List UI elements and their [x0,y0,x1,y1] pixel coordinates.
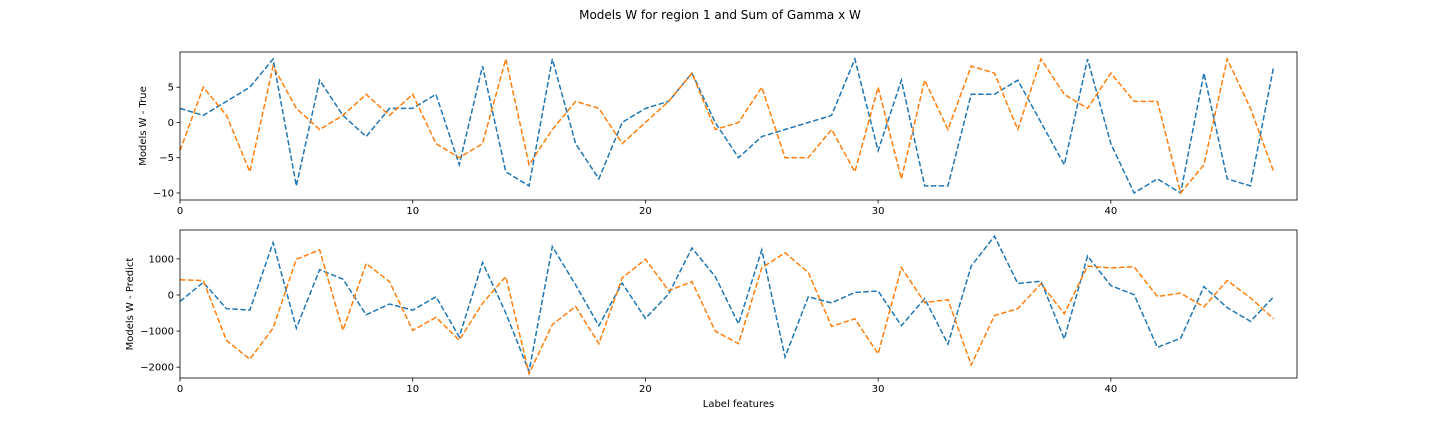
series-1-line [179,56,1275,195]
y-tick-label: −1000 [140,327,174,338]
y-tick-label: 0 [168,118,174,129]
series-2-line [179,56,1275,195]
y-axis-label: Models W - Predict [125,258,136,351]
figure-title: Models W for region 1 and Sum of Gamma x… [579,8,861,22]
x-tick-label: 40 [1104,206,1117,217]
x-tick-label: 10 [406,206,419,217]
y-tick-label: 0 [168,290,174,301]
subplot-predict: 0 10 20 30 40 −2000 −1000 0 1000 Models W - Predi… [125,229,1298,410]
x-tick-label: 0 [177,384,183,395]
x-tick-label: 20 [639,206,652,217]
plot-frame [179,229,1298,379]
y-tick-label: −10 [153,188,174,199]
x-tick-label: 0 [177,206,183,217]
x-axis-label: Label features [703,399,774,410]
y-tick-label: −5 [159,153,174,164]
series-1-line [179,234,1275,375]
y-tick-label: −2000 [140,363,174,374]
x-tick-label: 20 [639,384,652,395]
x-tick-label: 30 [872,206,885,217]
x-tick-label: 30 [872,384,885,395]
y-tick-label: 5 [168,83,174,94]
plot-frame [179,51,1298,201]
series-2-line [179,248,1275,376]
y-axis-label: Models W - True [138,86,149,166]
y-tick-label: 1000 [149,254,174,265]
x-tick-label: 40 [1104,384,1117,395]
x-tick-label: 10 [406,384,419,395]
subplot-true: 0 10 20 30 40 −10 −5 0 5 Models W - True [138,51,1298,217]
